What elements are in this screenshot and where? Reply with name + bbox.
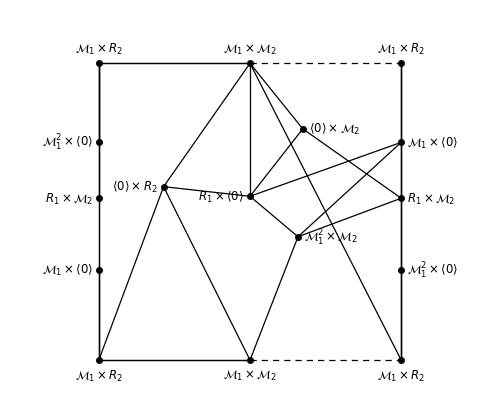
Text: $\mathcal{M}_1 \times \langle 0 \rangle$: $\mathcal{M}_1 \times \langle 0 \rangle$: [42, 262, 93, 277]
Text: $\mathcal{M}_1 \times \langle 0 \rangle$: $\mathcal{M}_1 \times \langle 0 \rangle$: [407, 135, 459, 151]
Text: $\mathcal{M}_1 \times R_2$: $\mathcal{M}_1 \times R_2$: [377, 368, 426, 383]
Text: $\mathcal{M}_1 \times \mathcal{M}_2$: $\mathcal{M}_1 \times \mathcal{M}_2$: [223, 43, 277, 56]
Text: $R_1 \times \langle 0 \rangle$: $R_1 \times \langle 0 \rangle$: [198, 189, 244, 204]
Text: $\langle 0 \rangle \times \mathcal{M}_2$: $\langle 0 \rangle \times \mathcal{M}_2$: [308, 122, 360, 137]
Text: $R_1 \times \mathcal{M}_2$: $R_1 \times \mathcal{M}_2$: [44, 191, 93, 206]
Text: $\mathcal{M}_1^2 \times \langle 0 \rangle$: $\mathcal{M}_1^2 \times \langle 0 \rangl…: [42, 133, 93, 153]
Text: $\mathcal{M}_1^2 \times \langle 0 \rangle$: $\mathcal{M}_1^2 \times \langle 0 \rangl…: [407, 260, 459, 280]
Text: $\mathcal{M}_1^2 \times \mathcal{M}_2$: $\mathcal{M}_1^2 \times \mathcal{M}_2$: [304, 227, 358, 247]
Text: $\mathcal{M}_1 \times R_2$: $\mathcal{M}_1 \times R_2$: [74, 41, 123, 56]
Text: $\mathcal{M}_1 \times R_2$: $\mathcal{M}_1 \times R_2$: [74, 368, 123, 383]
Text: $\mathcal{M}_1 \times R_2$: $\mathcal{M}_1 \times R_2$: [377, 41, 426, 56]
Text: $\langle 0 \rangle \times R_2$: $\langle 0 \rangle \times R_2$: [112, 180, 158, 195]
Text: $R_1 \times \mathcal{M}_2$: $R_1 \times \mathcal{M}_2$: [407, 191, 456, 206]
Text: $\mathcal{M}_1 \times \mathcal{M}_2$: $\mathcal{M}_1 \times \mathcal{M}_2$: [223, 368, 277, 382]
